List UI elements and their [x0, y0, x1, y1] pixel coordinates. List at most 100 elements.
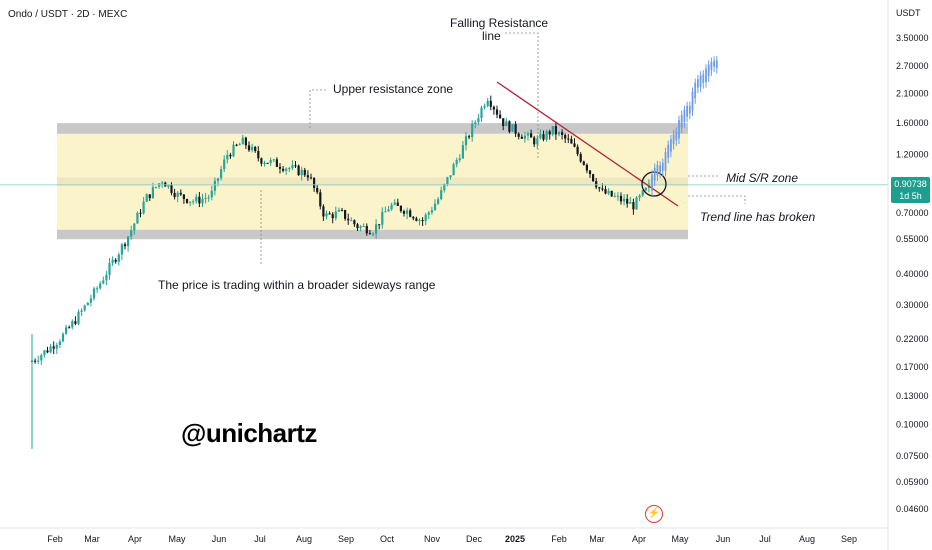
candle-body [371, 233, 375, 235]
candle-body [430, 210, 433, 213]
candle-body [288, 168, 291, 170]
candle-body [322, 206, 325, 217]
candle-body [523, 135, 526, 139]
lightning-icon[interactable]: ⚡ [645, 505, 663, 523]
candle-body [350, 220, 353, 222]
candle-body [123, 244, 127, 247]
watermark: @unichartz [178, 418, 320, 449]
candle-body [384, 211, 387, 213]
candle-body [185, 199, 189, 203]
falling-resistance-connector [505, 32, 539, 158]
candle-body [477, 118, 480, 123]
time-tick-label: Sep [841, 534, 857, 544]
candle-body [216, 178, 220, 181]
candle-body [511, 124, 514, 132]
candle-body [641, 190, 644, 196]
candle-body [74, 321, 77, 324]
candle-body [468, 136, 471, 138]
projected-candle-body [653, 167, 656, 181]
candle-body [356, 224, 359, 229]
candle-body [579, 154, 582, 162]
candle-body [495, 109, 499, 115]
current-price-tag: 0.90738 1d 5h [891, 177, 930, 203]
candle-body [595, 181, 598, 188]
price-tick-label: 0.30000 [896, 300, 929, 310]
time-tick-label: Feb [551, 534, 567, 544]
candle-body [365, 226, 368, 234]
price-tick-label: 0.10000 [896, 420, 929, 430]
time-tick-label: Jul [254, 534, 266, 544]
time-tick-label: Aug [296, 534, 312, 544]
candle-body [626, 198, 629, 204]
upper-zone-connector [309, 89, 328, 128]
candle-body [114, 259, 117, 262]
time-tick-label: Mar [84, 534, 100, 544]
candle-body [461, 145, 464, 159]
projected-candle-body [713, 60, 715, 67]
candle-body [244, 137, 247, 146]
price-tick-label: 2.10000 [896, 89, 929, 99]
mid-sr-label: Mid S/R zone [726, 171, 799, 185]
candle-body [34, 360, 37, 362]
candle-body [176, 192, 179, 198]
time-tick-label: Feb [47, 534, 63, 544]
symbol-title[interactable]: Ondo / USDT · 2D · MEXC [8, 9, 128, 20]
candle-body [127, 236, 130, 247]
candle-body [195, 196, 198, 202]
candle-body [105, 274, 108, 281]
candle-body [189, 201, 192, 203]
candle-body [499, 114, 502, 119]
candle-body [334, 211, 337, 219]
candle-body [582, 161, 585, 165]
price-tick-label: 1.60000 [896, 118, 929, 128]
candle-body [573, 143, 576, 147]
time-tick-label: Sep [338, 534, 354, 544]
candle-body [483, 106, 486, 108]
candle-body [251, 146, 254, 151]
time-tick-label: May [671, 534, 689, 544]
projected-candle-body [656, 164, 659, 176]
candle-body [362, 226, 365, 228]
candle-body [309, 177, 313, 179]
candle-body [269, 159, 272, 164]
projected-candle-body [678, 120, 680, 139]
candle-body [96, 288, 99, 290]
projected-candle-body [683, 109, 686, 123]
candle-body [232, 144, 235, 157]
candle-body [616, 195, 619, 197]
time-tick-label: Nov [424, 534, 441, 544]
candle-body [635, 197, 638, 210]
upper-resistance-label: Upper resistance zone [333, 82, 454, 96]
candle-body [331, 214, 334, 219]
trend-broken-connector [688, 195, 746, 204]
candle-body [142, 201, 145, 214]
candle-body [61, 333, 65, 342]
candle-body [89, 298, 92, 303]
candle-body [545, 131, 548, 140]
upper-resistance-zone [57, 123, 688, 134]
candle-body [241, 137, 244, 145]
price-tick-label: 0.13000 [896, 391, 929, 401]
candle-body [443, 184, 446, 191]
candle-body [99, 283, 102, 289]
candle-body [561, 132, 564, 135]
projected-candle-body [664, 152, 667, 171]
candle-body [313, 177, 316, 188]
price-tick-label: 2.70000 [896, 61, 929, 71]
candle-body [399, 205, 402, 212]
candle-body [71, 321, 74, 328]
candle-body [145, 194, 148, 202]
candle-body [492, 106, 495, 110]
candle-body [102, 280, 105, 284]
candle-body [92, 288, 96, 299]
candle-body [378, 224, 381, 226]
candle-body [198, 196, 201, 204]
candle-body [375, 224, 378, 234]
projected-candle-body [710, 61, 713, 71]
candle-body [347, 218, 350, 221]
candle-countdown: 1d 5h [899, 191, 922, 201]
candle-body [83, 305, 86, 311]
candle-body [210, 190, 213, 198]
candle-body [505, 121, 508, 127]
